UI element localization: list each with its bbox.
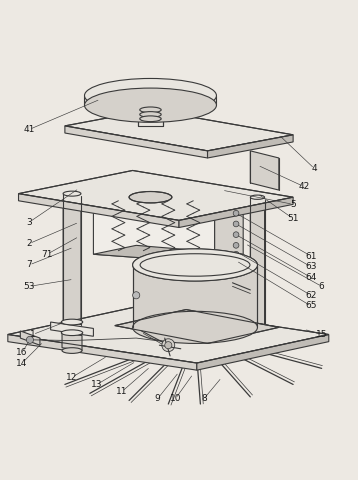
- Text: 51: 51: [287, 214, 299, 223]
- Polygon shape: [138, 105, 163, 126]
- Ellipse shape: [140, 107, 161, 113]
- Polygon shape: [197, 335, 329, 370]
- Polygon shape: [93, 188, 243, 206]
- Text: 3: 3: [26, 217, 32, 227]
- Ellipse shape: [133, 249, 257, 281]
- Circle shape: [233, 210, 239, 216]
- Ellipse shape: [63, 191, 81, 196]
- Polygon shape: [20, 331, 40, 345]
- Text: 61: 61: [305, 252, 317, 261]
- Circle shape: [165, 342, 172, 349]
- Polygon shape: [250, 197, 265, 324]
- Text: 8: 8: [201, 394, 207, 403]
- Ellipse shape: [140, 112, 161, 117]
- Polygon shape: [50, 322, 93, 336]
- Text: 53: 53: [24, 282, 35, 291]
- Text: 65: 65: [305, 301, 317, 311]
- Text: 9: 9: [155, 394, 160, 403]
- Ellipse shape: [133, 312, 257, 343]
- Ellipse shape: [133, 249, 257, 281]
- Polygon shape: [93, 197, 215, 263]
- Ellipse shape: [61, 319, 83, 325]
- Circle shape: [233, 242, 239, 248]
- Polygon shape: [208, 135, 293, 158]
- Text: 13: 13: [91, 380, 103, 389]
- Text: 63: 63: [305, 262, 317, 271]
- Polygon shape: [93, 245, 243, 263]
- Polygon shape: [8, 306, 329, 363]
- Text: 4: 4: [312, 164, 317, 173]
- Text: 11: 11: [116, 387, 128, 396]
- Circle shape: [133, 292, 140, 299]
- Ellipse shape: [61, 330, 83, 336]
- Text: 1: 1: [30, 330, 36, 339]
- Polygon shape: [63, 193, 81, 324]
- Ellipse shape: [250, 195, 265, 199]
- Circle shape: [26, 336, 34, 343]
- Ellipse shape: [140, 116, 161, 121]
- Polygon shape: [250, 151, 279, 190]
- Text: 14: 14: [16, 359, 28, 368]
- Ellipse shape: [84, 88, 217, 122]
- Ellipse shape: [84, 78, 217, 113]
- Polygon shape: [62, 333, 82, 350]
- Polygon shape: [8, 335, 197, 370]
- Circle shape: [233, 232, 239, 238]
- Polygon shape: [215, 197, 243, 263]
- Text: 15: 15: [316, 330, 328, 339]
- Polygon shape: [115, 310, 279, 343]
- Circle shape: [233, 252, 239, 257]
- Polygon shape: [19, 170, 293, 220]
- Text: 64: 64: [305, 273, 316, 282]
- Text: 5: 5: [290, 200, 296, 209]
- Ellipse shape: [129, 192, 172, 203]
- Text: 41: 41: [24, 125, 35, 134]
- Text: 6: 6: [319, 282, 324, 291]
- Text: 2: 2: [26, 239, 32, 248]
- Text: 62: 62: [305, 291, 316, 300]
- Polygon shape: [133, 265, 257, 327]
- Text: 10: 10: [170, 394, 181, 403]
- Polygon shape: [179, 197, 293, 228]
- Text: 71: 71: [41, 250, 53, 259]
- Text: 16: 16: [16, 348, 28, 357]
- Circle shape: [162, 339, 175, 352]
- Polygon shape: [19, 193, 179, 228]
- Circle shape: [233, 221, 239, 227]
- Text: 42: 42: [298, 182, 309, 191]
- Text: 7: 7: [26, 261, 32, 269]
- Polygon shape: [65, 126, 208, 158]
- Ellipse shape: [62, 348, 82, 353]
- Polygon shape: [84, 96, 217, 105]
- Polygon shape: [65, 110, 293, 151]
- Text: 12: 12: [66, 373, 78, 382]
